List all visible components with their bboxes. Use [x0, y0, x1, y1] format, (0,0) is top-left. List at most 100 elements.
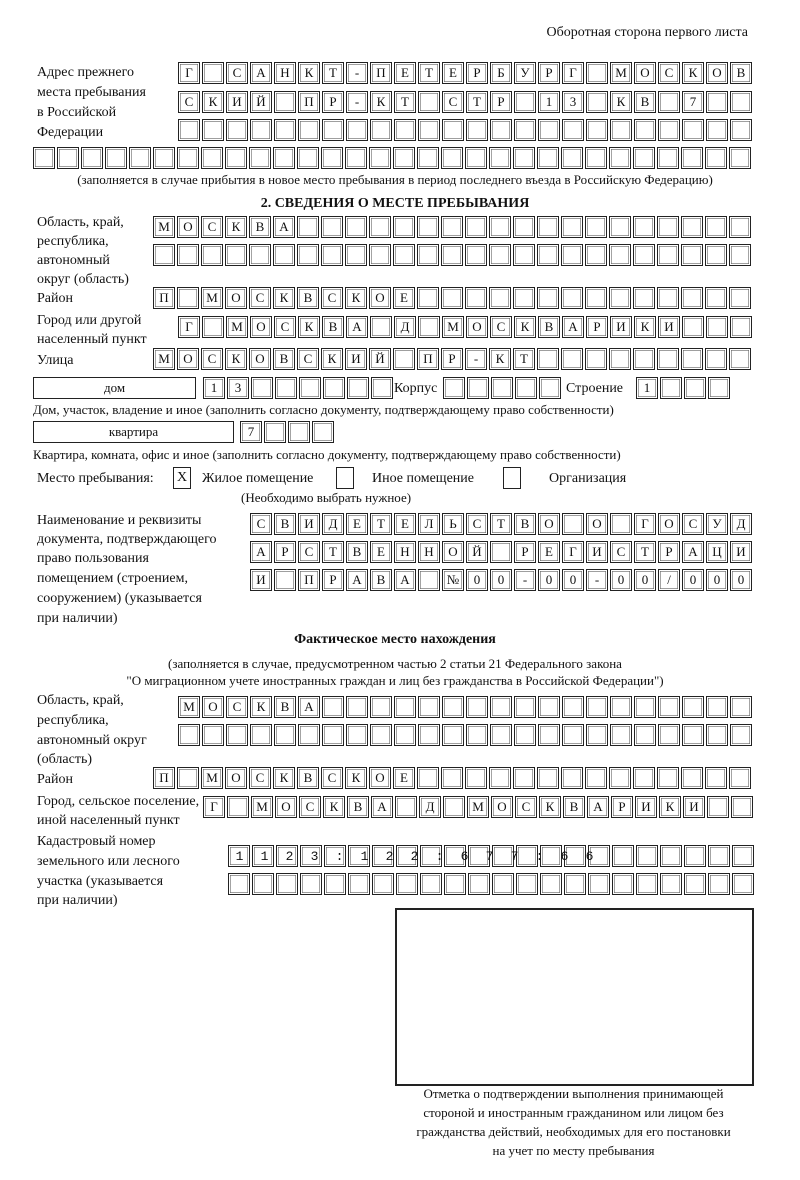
char-cell[interactable]: [513, 767, 535, 789]
char-cell[interactable]: [537, 244, 559, 266]
char-cell[interactable]: Е: [346, 513, 368, 535]
char-cell[interactable]: [489, 244, 511, 266]
char-cell[interactable]: [681, 287, 703, 309]
char-cell[interactable]: Ь: [442, 513, 464, 535]
char-cell[interactable]: С: [226, 696, 248, 718]
char-cell[interactable]: К: [273, 767, 295, 789]
char-cell[interactable]: Г: [203, 796, 225, 818]
char-cell[interactable]: [252, 873, 274, 895]
char-cell[interactable]: К: [250, 696, 272, 718]
char-cell[interactable]: [588, 845, 610, 867]
char-cell[interactable]: [562, 119, 584, 141]
char-cell[interactable]: [321, 216, 343, 238]
char-cell[interactable]: [418, 724, 440, 746]
char-cell[interactable]: О: [275, 796, 297, 818]
char-cell[interactable]: [561, 348, 583, 370]
char-cell[interactable]: [465, 244, 487, 266]
char-cell[interactable]: [57, 147, 79, 169]
char-cell[interactable]: [681, 216, 703, 238]
char-cell[interactable]: Е: [370, 541, 392, 563]
char-cell[interactable]: [418, 316, 440, 338]
char-cell[interactable]: Р: [586, 316, 608, 338]
char-cell[interactable]: 3: [227, 377, 249, 399]
char-cell[interactable]: [681, 767, 703, 789]
char-cell[interactable]: [490, 119, 512, 141]
char-cell[interactable]: [732, 873, 754, 895]
char-cell[interactable]: [276, 873, 298, 895]
char-cell[interactable]: [707, 796, 729, 818]
char-cell[interactable]: М: [153, 216, 175, 238]
char-cell[interactable]: К: [682, 62, 704, 84]
char-cell[interactable]: [444, 873, 466, 895]
other-premises-checkbox[interactable]: [336, 467, 354, 489]
char-cell[interactable]: К: [202, 91, 224, 113]
char-cell[interactable]: [706, 119, 728, 141]
char-cell[interactable]: /: [658, 569, 680, 591]
char-cell[interactable]: [393, 348, 415, 370]
char-cell[interactable]: [585, 287, 607, 309]
char-cell[interactable]: [201, 147, 223, 169]
char-cell[interactable]: [369, 147, 391, 169]
char-cell[interactable]: [660, 377, 682, 399]
char-cell[interactable]: [585, 147, 607, 169]
prev-address-row-4[interactable]: [33, 147, 751, 169]
char-cell[interactable]: К: [225, 216, 247, 238]
char-cell[interactable]: [513, 287, 535, 309]
cadastral-row-1[interactable]: [228, 845, 754, 867]
char-cell[interactable]: К: [659, 796, 681, 818]
char-cell[interactable]: [537, 287, 559, 309]
char-cell[interactable]: [298, 119, 320, 141]
char-cell[interactable]: [348, 873, 370, 895]
char-cell[interactable]: [562, 724, 584, 746]
char-cell[interactable]: [514, 119, 536, 141]
char-cell[interactable]: Й: [466, 541, 488, 563]
char-cell[interactable]: 0: [706, 569, 728, 591]
char-cell[interactable]: Н: [394, 541, 416, 563]
char-cell[interactable]: 0: [634, 569, 656, 591]
char-cell[interactable]: Г: [562, 62, 584, 84]
char-cell[interactable]: [370, 724, 392, 746]
char-cell[interactable]: [442, 724, 464, 746]
char-cell[interactable]: [705, 147, 727, 169]
char-cell[interactable]: [228, 873, 250, 895]
char-cell[interactable]: В: [730, 62, 752, 84]
char-cell[interactable]: С: [466, 513, 488, 535]
char-cell[interactable]: [226, 119, 248, 141]
char-cell[interactable]: [345, 147, 367, 169]
char-cell[interactable]: У: [706, 513, 728, 535]
char-cell[interactable]: М: [610, 62, 632, 84]
char-cell[interactable]: Р: [611, 796, 633, 818]
char-cell[interactable]: [540, 845, 562, 867]
char-cell[interactable]: 1: [203, 377, 225, 399]
char-cell[interactable]: 0: [682, 569, 704, 591]
char-cell[interactable]: [202, 62, 224, 84]
char-cell[interactable]: Р: [658, 541, 680, 563]
char-cell[interactable]: [442, 119, 464, 141]
char-cell[interactable]: [250, 724, 272, 746]
apartment-type-field[interactable]: квартира: [33, 421, 234, 443]
char-cell[interactable]: [288, 421, 310, 443]
char-cell[interactable]: [370, 119, 392, 141]
char-cell[interactable]: О: [538, 513, 560, 535]
char-cell[interactable]: [660, 845, 682, 867]
char-cell[interactable]: С: [610, 541, 632, 563]
char-cell[interactable]: [539, 377, 561, 399]
char-cell[interactable]: [636, 873, 658, 895]
char-cell[interactable]: [178, 724, 200, 746]
char-cell[interactable]: В: [274, 696, 296, 718]
char-cell[interactable]: [730, 696, 752, 718]
char-cell[interactable]: [443, 377, 465, 399]
char-cell[interactable]: [513, 216, 535, 238]
char-cell[interactable]: С: [201, 216, 223, 238]
char-cell[interactable]: К: [370, 91, 392, 113]
char-cell[interactable]: [633, 767, 655, 789]
char-cell[interactable]: Й: [369, 348, 391, 370]
char-cell[interactable]: [201, 244, 223, 266]
char-cell[interactable]: [586, 62, 608, 84]
char-cell[interactable]: Е: [442, 62, 464, 84]
char-cell[interactable]: -: [514, 569, 536, 591]
char-cell[interactable]: [538, 696, 560, 718]
